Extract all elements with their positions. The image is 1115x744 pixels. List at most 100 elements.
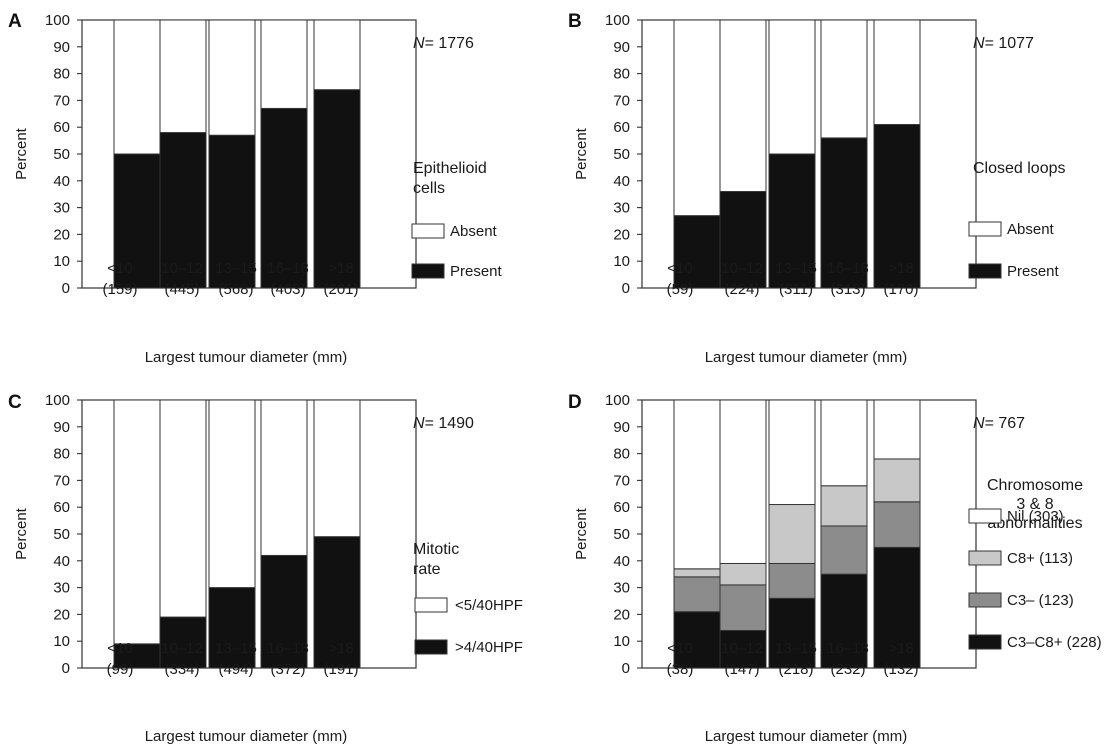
panel-c-legend-swatch-4-40hpf: [414, 639, 448, 655]
panel-d-legend-title-3: abnormalities: [987, 515, 1082, 532]
panel-a-x-category-5: >18: [328, 260, 353, 277]
panel-d-bar-2-c3-123: [719, 584, 767, 631]
panel-d-letter: D: [568, 392, 582, 413]
panel-a-bar-3-absent: [208, 19, 256, 136]
panel-d-x-count-3: (218): [778, 661, 813, 678]
panel-c: C 0 10 20 30 40 50 60 70 80 90 100 Percent <10 (99) 10–…: [8, 392, 523, 744]
panel-c-x-count-4: (372): [270, 661, 305, 678]
panel-b-bar-5-absent: [873, 19, 921, 126]
panel-b-bar-5-present: [873, 124, 921, 289]
panel-a-legend-title-1: Epithelioid: [413, 160, 487, 177]
panel-d-legend-label-c3-123: C3– (123): [1007, 592, 1074, 609]
panel-c-bar-3-5-40hpf: [208, 399, 256, 589]
panel-d-bar-4-c8-113: [820, 485, 868, 527]
panel-b-ytick-label-50: 50: [613, 146, 630, 163]
panel-d-n-annotation: N= 767: [973, 415, 1025, 432]
panel-a-x-category-1: <10: [107, 260, 132, 277]
panel-c-x-count-5: (191): [323, 661, 358, 678]
panel-a-bar-1-present: [113, 153, 161, 289]
panel-b-legend-title-1: Closed loops: [973, 160, 1066, 177]
panel-a-x-category-2: 10–12: [161, 260, 203, 277]
panel-d-legend-title-2: 3 & 8: [1016, 496, 1053, 513]
panel-c-legend-label-5-40hpf: <5/40HPF: [455, 597, 523, 614]
panel-b-x-category-4: 16–18: [827, 260, 869, 277]
panel-d-ytick-label-30: 30: [613, 580, 630, 597]
panel-d-x-count-1: (38): [667, 661, 694, 678]
panel-b-ytick-label-30: 30: [613, 200, 630, 217]
panel-b-x-category-5: >18: [888, 260, 913, 277]
panel-a-ytick-label-80: 80: [53, 66, 70, 83]
panel-d-legend-swatch-c3-123: [968, 592, 1002, 608]
panel-a-ytick-label-10: 10: [53, 253, 70, 270]
panel-d-bar-5-c3-c8-228: [873, 546, 921, 669]
panel-b-bar-1-present: [673, 215, 721, 289]
panel-b-bar-4-absent: [820, 19, 868, 139]
panel-b-n-annotation: N= 1077: [973, 35, 1034, 52]
panel-a-x-axis-label: Largest tumour diameter (mm): [145, 349, 348, 366]
panel-a-ytick-label-20: 20: [53, 226, 70, 243]
panel-d-bar-5-c8-113: [873, 458, 921, 503]
panel-a-bar-5-absent: [313, 19, 361, 91]
panel-a-x-count-2: (445): [164, 281, 199, 298]
panel-d-bar-4-nil-303: [820, 399, 868, 487]
panel-b-bar-2-absent: [719, 19, 767, 193]
panel-b-x-count-5: (170): [883, 281, 918, 298]
panel-c-x-category-4: 16–18: [267, 640, 309, 657]
panel-d-bar-4-c3-123: [820, 525, 868, 575]
panel-a-x-category-4: 16–18: [267, 260, 309, 277]
panel-b-x-category-2: 10–12: [721, 260, 763, 277]
panel-a-bar-3-present: [208, 134, 256, 289]
panel-b-ytick-label-90: 90: [613, 39, 630, 56]
panel-d-legend-label-c8-113: C8+ (113): [1007, 550, 1073, 567]
panel-c-n-annotation: N= 1490: [413, 415, 474, 432]
panel-c-bar-1-5-40hpf: [113, 399, 161, 645]
panel-c-ytick-label-20: 20: [53, 606, 70, 623]
panel-d-legend-swatch-c8-113: [968, 550, 1002, 566]
panel-d-legend-swatch-c3-c8-228: [968, 634, 1002, 650]
panel-d-bar-1-nil-303: [673, 399, 721, 570]
panel-b-legend-label-present: Present: [1007, 263, 1060, 280]
panel-c-letter: C: [8, 392, 22, 413]
panel-a-ytick-label-0: 0: [62, 280, 70, 297]
panel-c-legend-swatch-5-40hpf: [414, 597, 448, 613]
panel-d-ytick-label-0: 0: [622, 660, 630, 677]
panel-a-ytick-label-30: 30: [53, 200, 70, 217]
panel-d-legend-label-nil-303: Nil (303): [1007, 508, 1064, 525]
panel-d-bar-1-c3-123: [673, 576, 721, 613]
panel-d-ytick-label-90: 90: [613, 419, 630, 436]
panel-b-ytick-label-80: 80: [613, 66, 630, 83]
panel-d-bar-3-c3-c8-228: [768, 597, 816, 669]
panel-d-bar-3-c8-113: [768, 504, 816, 564]
panel-d-ytick-label-50: 50: [613, 526, 630, 543]
panel-a-bar-2-absent: [159, 19, 207, 134]
panel-d-x-category-4: 16–18: [827, 640, 869, 657]
panel-c-bar-4-4-40hpf: [260, 554, 308, 669]
panel-b-legend-swatch-present: [968, 263, 1002, 279]
panel-c-bar-2-5-40hpf: [159, 399, 207, 618]
panel-b-ytick-label-10: 10: [613, 253, 630, 270]
panel-a-x-count-3: (568): [218, 281, 253, 298]
panel-a-bar-5-present: [313, 89, 361, 289]
panel-c-ytick-label-80: 80: [53, 446, 70, 463]
panel-d-bar-3-c3-123: [768, 562, 816, 599]
panel-d-legend-swatch-nil-303: [968, 508, 1002, 524]
panel-c-x-count-2: (334): [164, 661, 199, 678]
panel-d-x-axis-label: Largest tumour diameter (mm): [705, 728, 908, 744]
panel-c-ytick-label-60: 60: [53, 499, 70, 516]
panel-c-bar-4-5-40hpf: [260, 399, 308, 556]
panel-d-ytick-label-40: 40: [613, 553, 630, 570]
panel-a-ytick-label-40: 40: [53, 173, 70, 190]
panel-a-x-count-5: (201): [323, 281, 358, 298]
panel-d: D 0 10 20 30 40 50 60 70 80 90 100 Percent <10 (38) 10–…: [568, 392, 1102, 744]
panel-b-x-count-3: (311): [779, 281, 813, 298]
panel-a-x-category-3: 13–15: [215, 260, 257, 277]
panel-d-bar-2-nil-303: [719, 399, 767, 564]
panel-c-x-axis-label: Largest tumour diameter (mm): [145, 728, 348, 744]
panel-b-x-count-1: (59): [667, 281, 694, 298]
panel-a-bar-2-present: [159, 132, 207, 289]
panel-c-legend-title-2: rate: [413, 561, 441, 578]
panel-c-x-count-1: (99): [107, 661, 134, 678]
panel-d-bar-5-nil-303: [873, 399, 921, 460]
panel-d-bar-2-c3-c8-228: [719, 629, 767, 669]
